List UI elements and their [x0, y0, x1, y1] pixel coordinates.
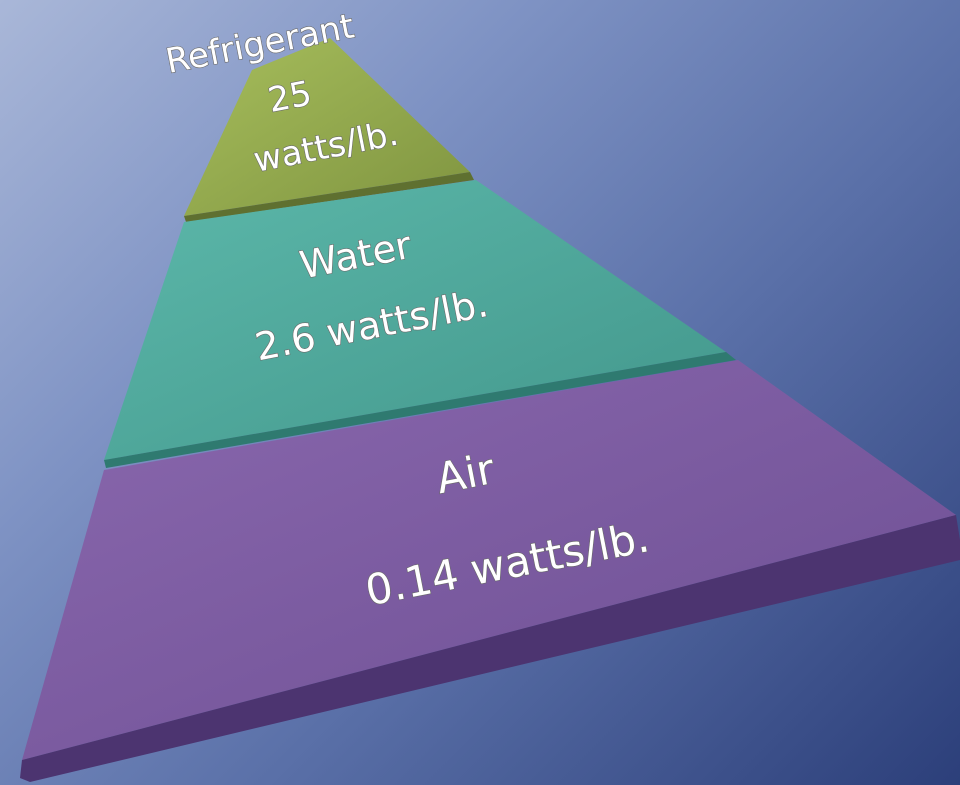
- tier-air: Air 0.14 watts/lb.: [20, 360, 960, 782]
- tier-water-bevel: [104, 352, 736, 468]
- tier-water-shape: [104, 180, 726, 460]
- tier-air-shape: [22, 360, 956, 760]
- tier-water: Water 2.6 watts/lb.: [104, 180, 736, 468]
- tier-refrigerant-shape: [184, 38, 470, 216]
- tier-air-bevel: [20, 515, 960, 782]
- tier-refrigerant-value: 25: [265, 73, 315, 121]
- tier-air-name: Air: [432, 444, 499, 503]
- tier-refrigerant-bevel: [184, 172, 474, 222]
